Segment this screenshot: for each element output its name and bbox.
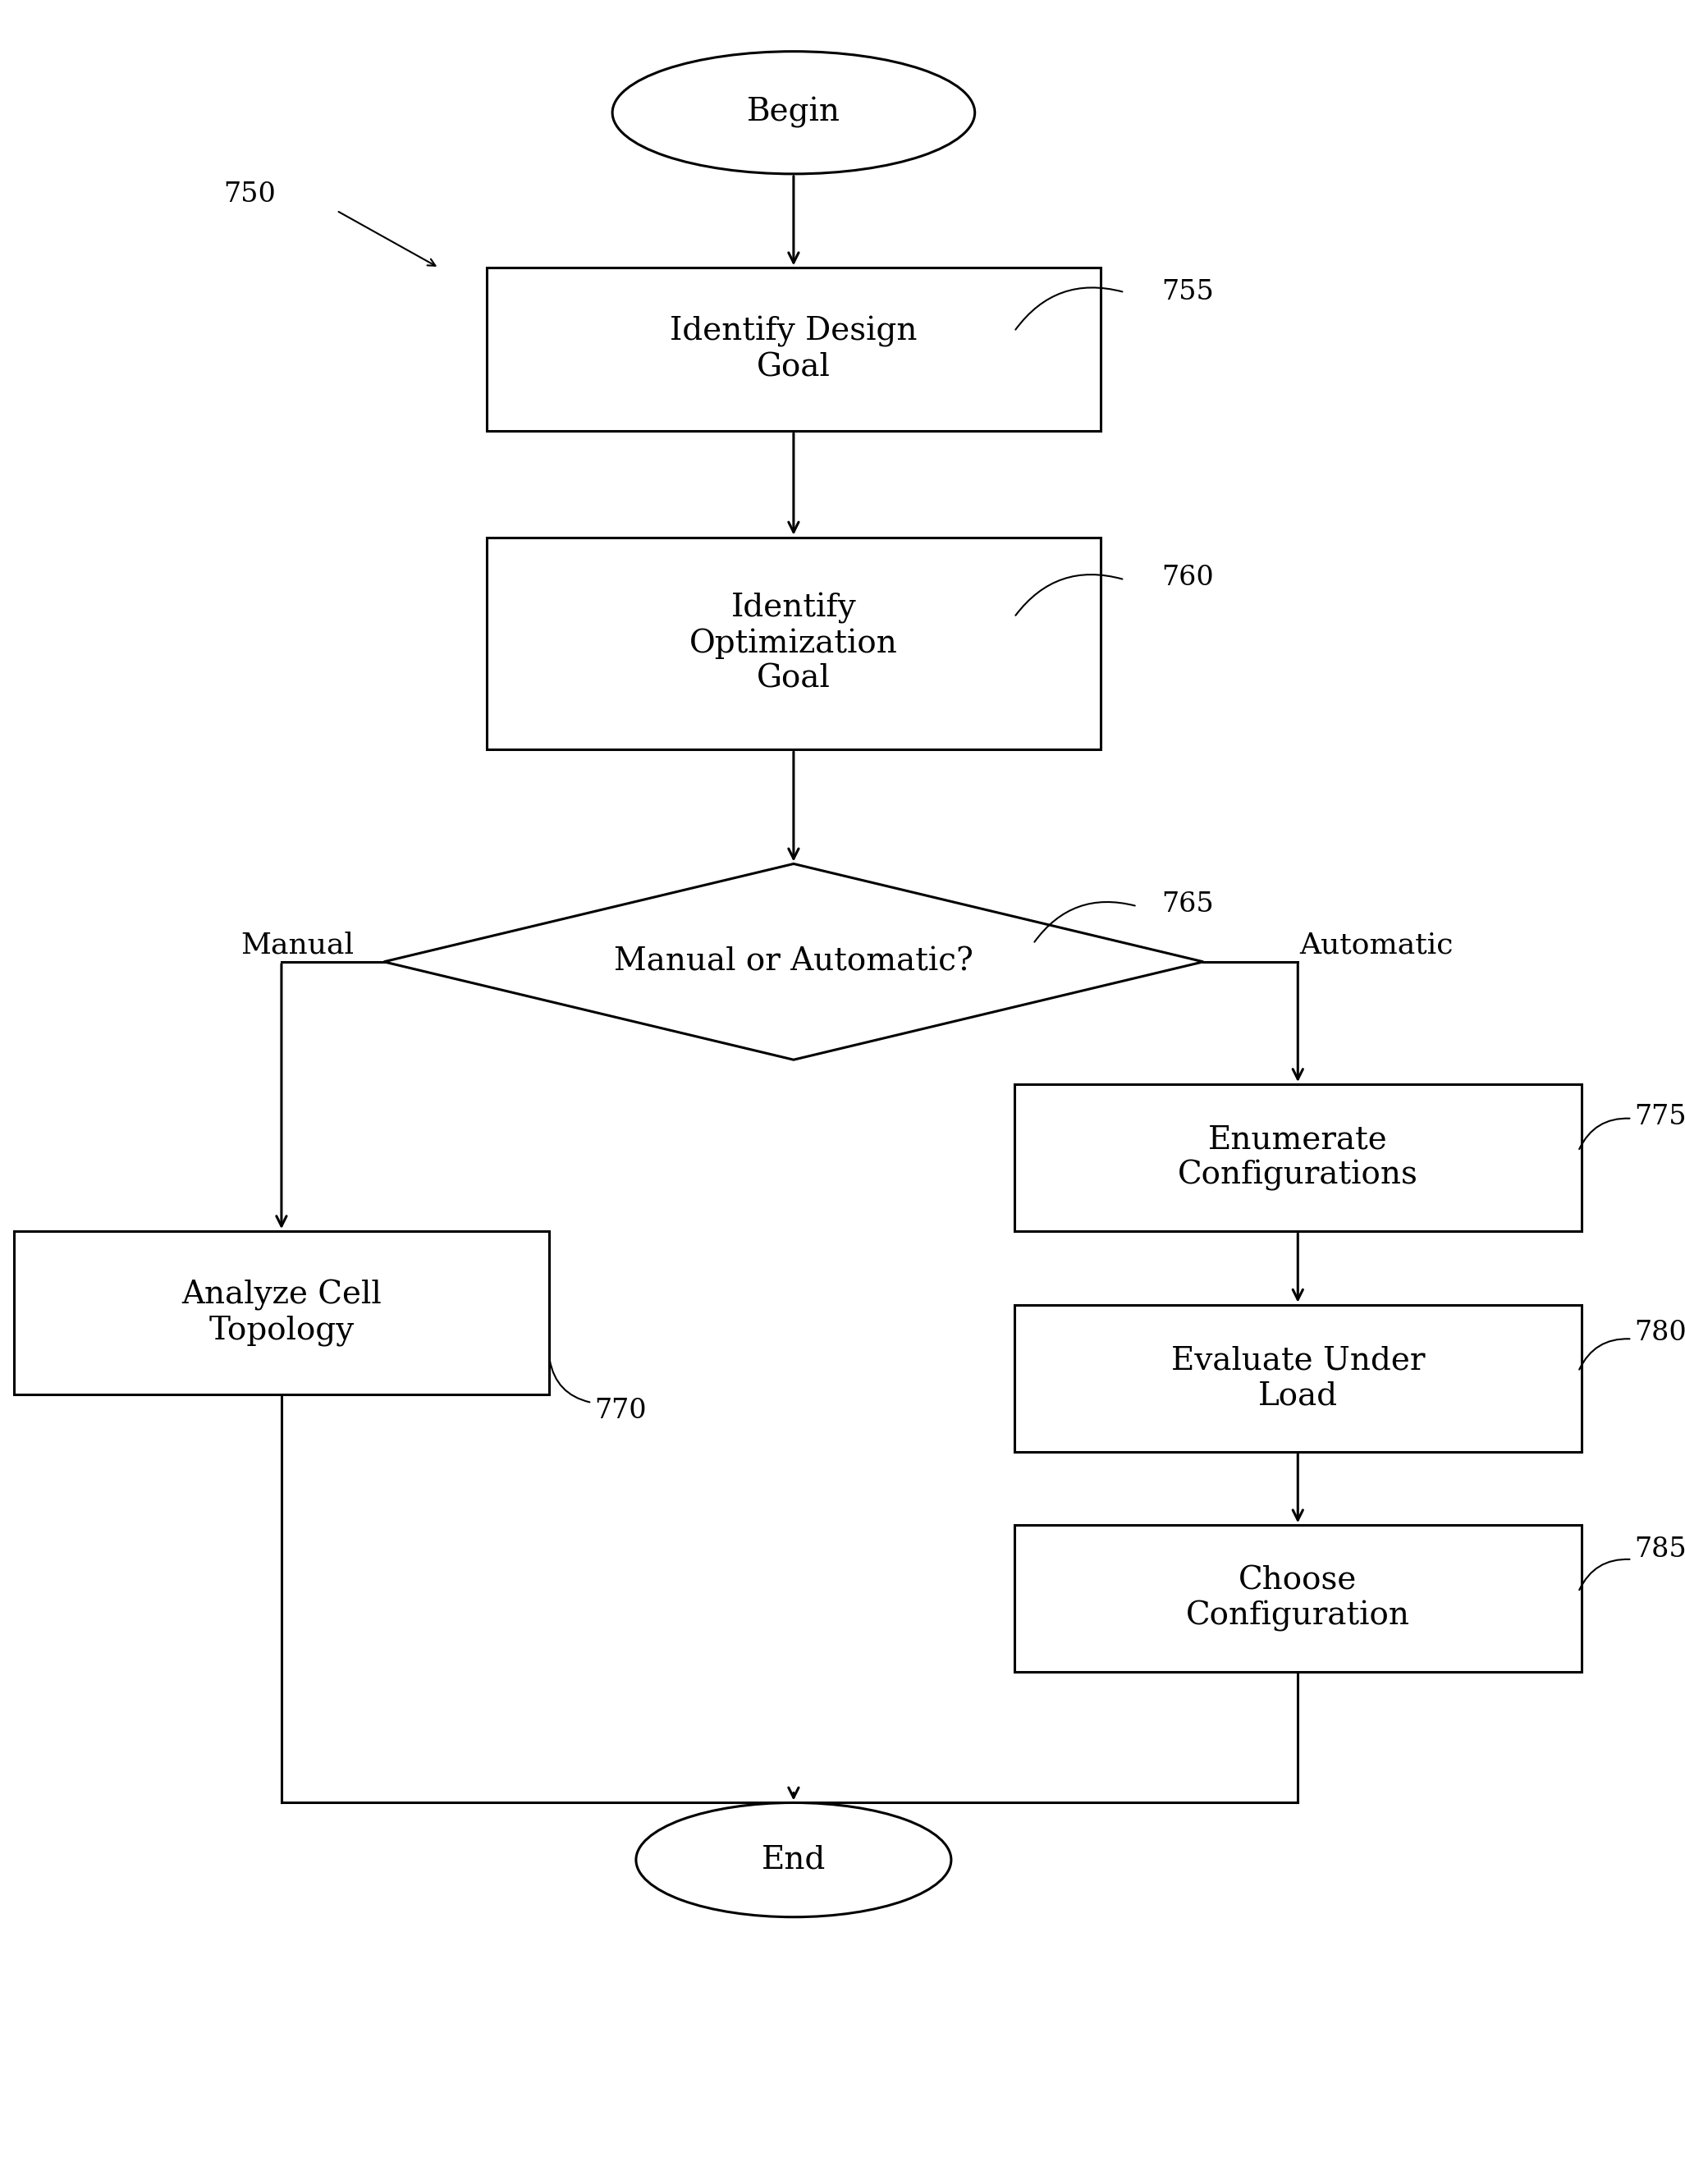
Text: 750: 750 — [224, 181, 276, 207]
Bar — [487, 537, 1100, 749]
Ellipse shape — [635, 1802, 950, 1918]
Bar — [13, 1232, 549, 1396]
Bar — [1014, 1304, 1582, 1452]
Text: Enumerate
Configurations: Enumerate Configurations — [1178, 1125, 1419, 1190]
Ellipse shape — [612, 52, 976, 175]
Text: 760: 760 — [1161, 566, 1213, 592]
Text: 765: 765 — [1161, 891, 1213, 917]
Text: Automatic: Automatic — [1299, 933, 1454, 959]
Text: End: End — [762, 1845, 826, 1876]
Polygon shape — [384, 865, 1203, 1059]
Bar — [1014, 1524, 1582, 1673]
Bar — [1014, 1083, 1582, 1232]
Text: Choose
Configuration: Choose Configuration — [1186, 1566, 1410, 1631]
Text: Evaluate Under
Load: Evaluate Under Load — [1171, 1345, 1426, 1411]
Text: 780: 780 — [1634, 1319, 1685, 1345]
Text: Manual or Automatic?: Manual or Automatic? — [613, 946, 974, 976]
Text: 770: 770 — [595, 1398, 647, 1424]
Text: Identify Design
Goal: Identify Design Goal — [671, 317, 917, 382]
Text: 785: 785 — [1634, 1538, 1685, 1564]
Text: Analyze Cell
Topology: Analyze Cell Topology — [182, 1280, 381, 1345]
Text: 755: 755 — [1161, 280, 1213, 306]
Text: Identify
Optimization
Goal: Identify Optimization Goal — [689, 592, 898, 695]
Text: 775: 775 — [1634, 1103, 1685, 1129]
Text: Begin: Begin — [746, 96, 841, 129]
Text: Manual: Manual — [241, 933, 354, 959]
Bar — [487, 269, 1100, 430]
